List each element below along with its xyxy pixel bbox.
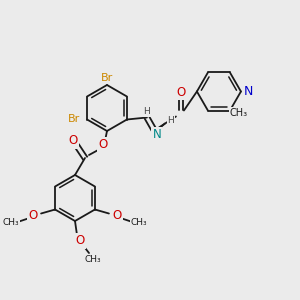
Text: H: H xyxy=(167,116,174,125)
Text: H: H xyxy=(143,107,150,116)
Text: N: N xyxy=(152,128,161,141)
Text: O: O xyxy=(176,86,185,99)
Text: Br: Br xyxy=(101,73,113,83)
Text: O: O xyxy=(28,209,38,222)
Text: CH₃: CH₃ xyxy=(3,218,20,227)
Text: O: O xyxy=(112,209,122,222)
Text: Br: Br xyxy=(68,113,80,124)
Text: N: N xyxy=(244,85,254,98)
Text: O: O xyxy=(75,235,85,248)
Text: O: O xyxy=(68,134,78,148)
Text: O: O xyxy=(98,139,108,152)
Text: CH₃: CH₃ xyxy=(85,254,101,263)
Text: CH₃: CH₃ xyxy=(230,108,248,118)
Text: CH₃: CH₃ xyxy=(130,218,147,227)
